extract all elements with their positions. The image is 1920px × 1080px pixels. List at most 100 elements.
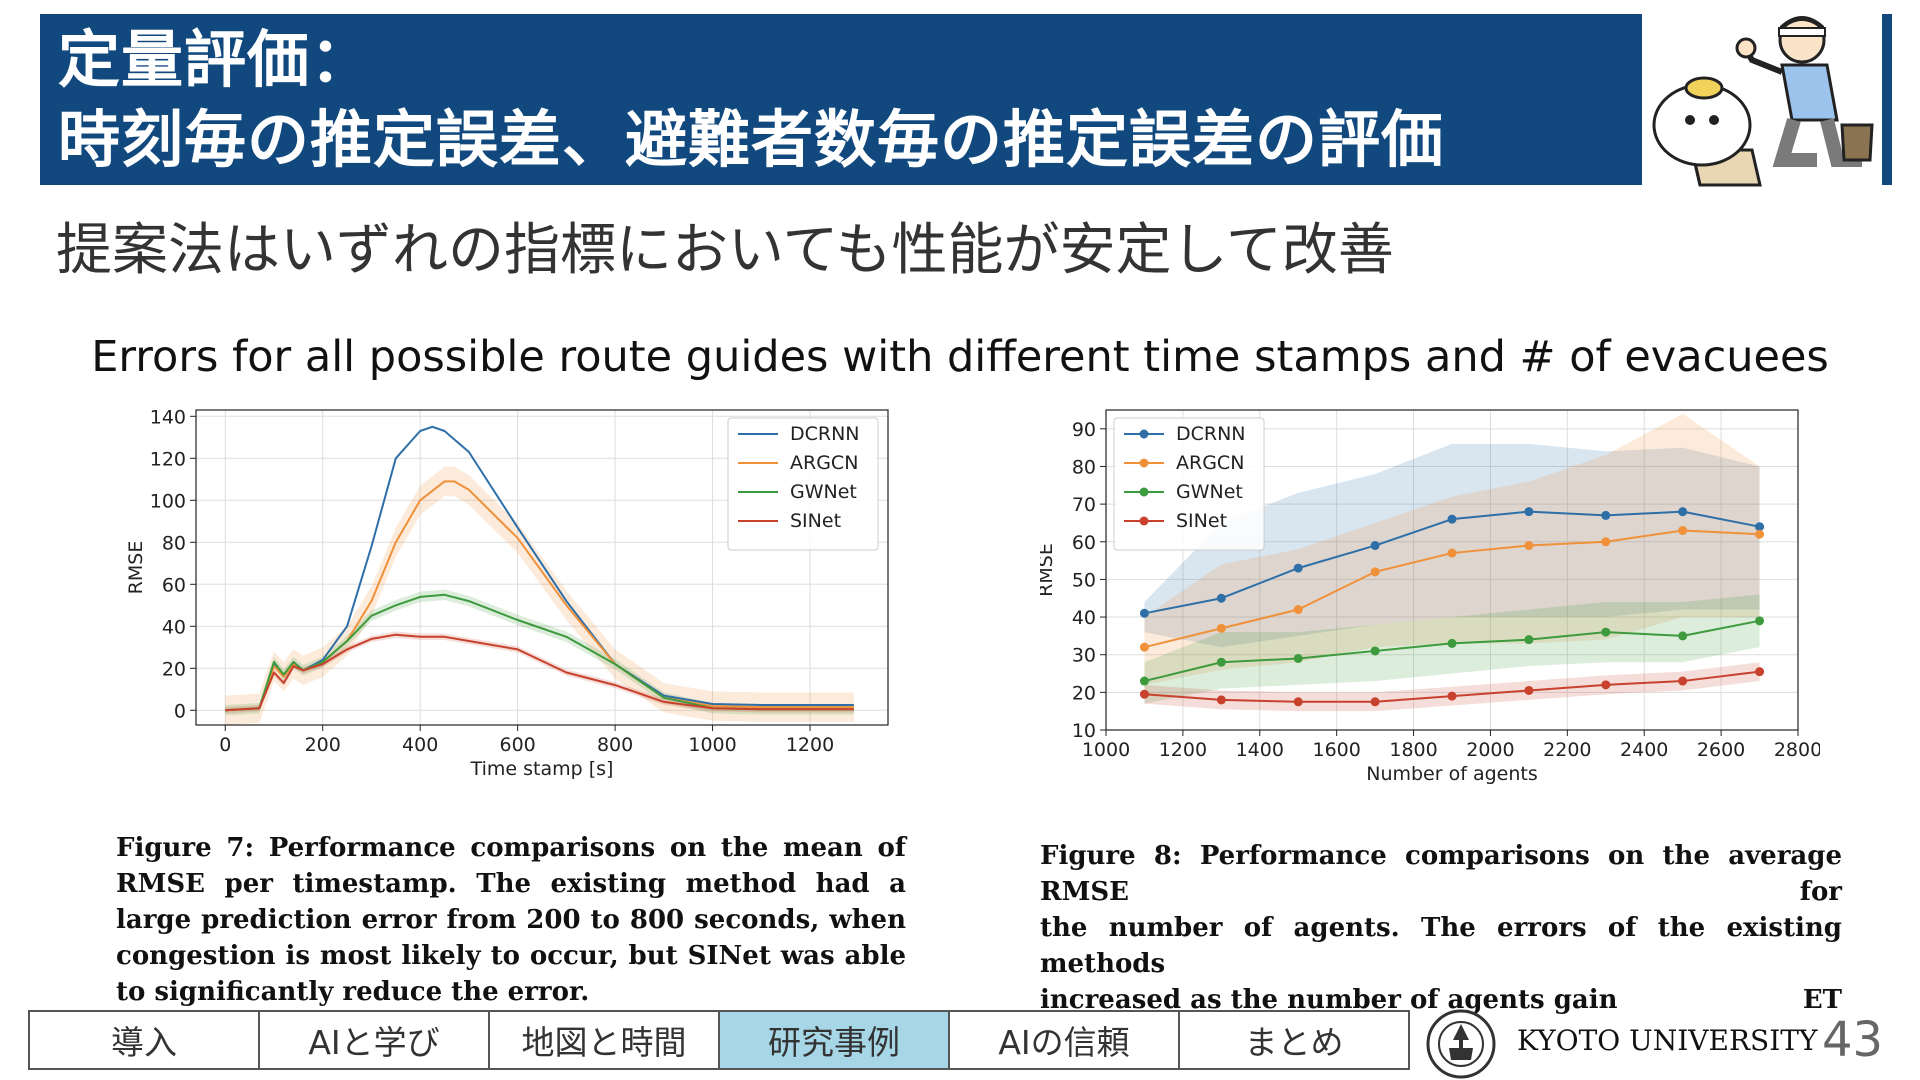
- figure8-caption-line2: the number of agents. The errors of the …: [1040, 913, 1842, 979]
- x-tick-label: 600: [500, 734, 536, 756]
- x-axis-label: Number of agents: [1366, 763, 1538, 785]
- legend-label-argcn: ARGCN: [1176, 452, 1244, 474]
- y-tick-label: 0: [174, 700, 186, 722]
- data-point-dcrnn: [1293, 563, 1303, 573]
- data-point-dcrnn: [1678, 507, 1688, 517]
- y-tick-label: 30: [1072, 645, 1096, 667]
- y-tick-label: 60: [1072, 532, 1096, 554]
- university-name: KYOTO UNIVERSITY: [1517, 1024, 1818, 1057]
- data-point-gwnet: [1601, 627, 1611, 637]
- data-point-dcrnn: [1755, 522, 1765, 532]
- figure7-caption: Figure 7: Performance comparisons on the…: [116, 833, 906, 1007]
- series-line-argcn: [225, 480, 854, 712]
- x-tick-label: 1200: [786, 734, 834, 756]
- x-tick-label: 2200: [1543, 739, 1591, 761]
- data-point-dcrnn: [1370, 541, 1380, 551]
- mascot-illustration: [1642, 10, 1882, 195]
- data-point-gwnet: [1524, 635, 1534, 645]
- y-tick-label: 50: [1072, 569, 1096, 591]
- data-point-argcn: [1601, 537, 1611, 547]
- legend-label-argcn: ARGCN: [790, 452, 858, 474]
- x-tick-label: 1400: [1236, 739, 1284, 761]
- legend-marker: [1139, 429, 1149, 439]
- x-tick-label: 1200: [1159, 739, 1207, 761]
- data-point-gwnet: [1370, 646, 1380, 656]
- data-point-argcn: [1293, 605, 1303, 615]
- nav-ai-learning[interactable]: AIと学び: [258, 1010, 490, 1070]
- x-tick-label: 400: [402, 734, 438, 756]
- x-tick-label: 0: [219, 734, 231, 756]
- figure8-caption: Figure 8: Performance comparisons on the…: [1040, 838, 1842, 1018]
- series-line-sinet: [225, 633, 854, 712]
- data-point-argcn: [1447, 548, 1457, 558]
- x-tick-label: 1000: [688, 734, 736, 756]
- y-tick-label: 120: [150, 448, 186, 470]
- series-band-gwnet: [1144, 594, 1760, 704]
- plot-frame: [195, 409, 889, 726]
- title-line-1: 定量評価：: [58, 23, 374, 96]
- y-tick-label: 90: [1072, 419, 1096, 441]
- y-tick-label: 60: [162, 574, 186, 596]
- data-point-sinet: [1678, 676, 1688, 686]
- data-point-gwnet: [1216, 657, 1226, 667]
- data-point-sinet: [1601, 680, 1611, 690]
- data-point-gwnet: [1755, 616, 1765, 626]
- nav-intro[interactable]: 導入: [28, 1010, 260, 1070]
- legend-box: [1113, 417, 1265, 551]
- data-point-gwnet: [1139, 676, 1149, 686]
- nav-label: AIと学び: [308, 1023, 440, 1062]
- y-tick-label: 20: [162, 658, 186, 680]
- x-tick-label: 2600: [1697, 739, 1745, 761]
- data-point-dcrnn: [1524, 507, 1534, 517]
- nav-ai-trust[interactable]: AIの信頼: [948, 1010, 1180, 1070]
- header-banner: 定量評価： 時刻毎の推定誤差、避難者数毎の推定誤差の評価: [40, 10, 1892, 195]
- series-line-gwnet: [225, 593, 854, 712]
- x-tick-label: 2400: [1620, 739, 1668, 761]
- data-point-argcn: [1216, 623, 1226, 633]
- data-point-sinet: [1755, 667, 1765, 677]
- university-seal-logo: [1426, 1009, 1496, 1079]
- y-tick-label: 40: [1072, 607, 1096, 629]
- x-tick-label: 800: [597, 734, 633, 756]
- x-tick-label: 2000: [1466, 739, 1514, 761]
- data-point-argcn: [1139, 642, 1149, 652]
- y-tick-label: 80: [1072, 456, 1096, 478]
- data-point-sinet: [1216, 695, 1226, 705]
- nav-map-time[interactable]: 地図と時間: [488, 1010, 720, 1070]
- data-point-argcn: [1370, 567, 1380, 577]
- data-point-gwnet: [1293, 653, 1303, 663]
- legend-marker: [1139, 458, 1149, 468]
- plot-frame: [1105, 409, 1799, 731]
- data-point-gwnet: [1678, 631, 1688, 641]
- chart-rmse-per-agents: 1000 1200 1400 1600 1800 2000 2200 2400 2600 2800…: [1040, 409, 1820, 785]
- data-point-sinet: [1447, 691, 1457, 701]
- x-tick-label: 2800: [1774, 739, 1820, 761]
- slide-subtitle: 提案法はいずれの指標においても性能が安定して改善: [56, 218, 1394, 283]
- data-point-gwnet: [1447, 638, 1457, 648]
- data-point-sinet: [1139, 689, 1149, 699]
- data-point-dcrnn: [1216, 593, 1226, 603]
- data-point-sinet: [1370, 697, 1380, 707]
- y-tick-label: 80: [162, 532, 186, 554]
- data-point-dcrnn: [1601, 510, 1611, 520]
- data-point-sinet: [1293, 697, 1303, 707]
- legend-label-dcrnn: DCRNN: [790, 423, 860, 445]
- legend-marker: [1139, 516, 1149, 526]
- series-band-argcn: [225, 466, 854, 725]
- chart-rmse-per-timestamp: 0 200 400 600 800 1000 1200 0 20 40 60 80 100 120 140 T…: [125, 406, 889, 780]
- nav-label: 研究事例: [768, 1023, 900, 1062]
- nav-label: AIの信頼: [998, 1023, 1130, 1062]
- nav-summary[interactable]: まとめ: [1178, 1010, 1410, 1070]
- data-point-argcn: [1755, 529, 1765, 539]
- figure8-caption-line1: Figure 8: Performance comparisons on the…: [1040, 841, 1842, 907]
- nav-label: 地図と時間: [521, 1023, 687, 1062]
- figure-heading: Errors for all possible route guides wit…: [91, 332, 1829, 382]
- legend-label-gwnet: GWNet: [1176, 481, 1243, 503]
- data-point-argcn: [1524, 541, 1534, 551]
- nav-case-study[interactable]: 研究事例: [718, 1010, 950, 1070]
- data-point-argcn: [1678, 525, 1688, 535]
- nav-label: 導入: [111, 1023, 177, 1062]
- legend-box: [727, 417, 879, 551]
- y-tick-label: 10: [1072, 720, 1096, 742]
- section-nav: 導入 AIと学び 地図と時間 研究事例 AIの信頼 まとめ: [28, 1010, 1410, 1070]
